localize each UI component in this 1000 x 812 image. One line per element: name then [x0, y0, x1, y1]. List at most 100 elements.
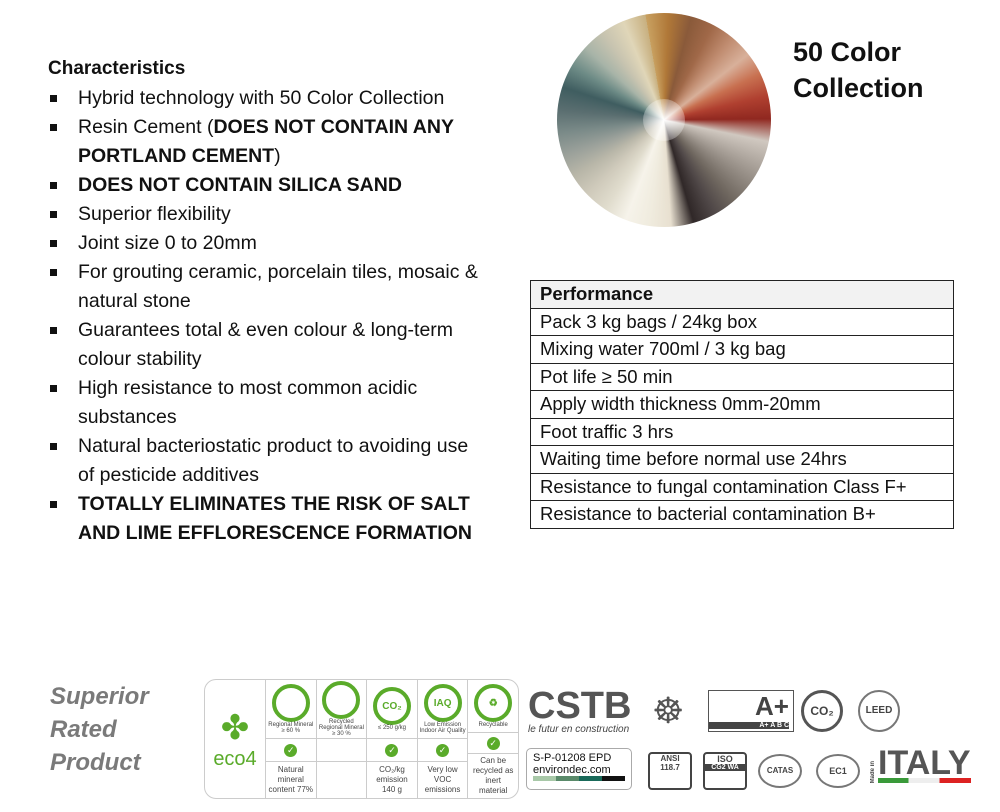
check-icon: ✓	[436, 743, 450, 757]
ship-wheel-icon: ☸	[652, 690, 685, 731]
performance-cell: Mixing water 700ml / 3 kg bag	[530, 335, 954, 364]
characteristic-text: Hybrid technology with 50 Color Collecti…	[78, 87, 445, 109]
performance-row: Waiting time before normal use 24hrs	[530, 445, 954, 474]
leed-logo: LEED	[858, 690, 900, 732]
ec1-logo: EC1	[816, 754, 860, 788]
performance-row: Pack 3 kg bags / 24kg box	[530, 307, 954, 336]
epd-logo: S-P-01208 EPD environdec.com	[526, 748, 632, 790]
check-cell: ✓	[417, 738, 468, 762]
eco4-description: CO₂/kg emission 140 g	[376, 765, 408, 794]
badge-caption: Regional Mineral ≥ 60 %	[268, 722, 314, 734]
eco4-badge: ♻ Recyclable	[468, 680, 518, 732]
check-icon: ✓	[284, 743, 298, 757]
performance-table: Performance Pack 3 kg bags / 24kg box Mix…	[530, 280, 954, 529]
characteristic-item: TOTALLY ELIMINATES THE RISK OF SALT AND …	[48, 490, 488, 548]
characteristic-text: For grouting ceramic, porcelain tiles, m…	[78, 261, 478, 312]
characteristic-text: Guarantees total & even colour & long-te…	[78, 319, 454, 370]
eco4-column: ♻ Recyclable ✓ Can be recycled as inert m…	[467, 680, 518, 798]
performance-row: Mixing water 700ml / 3 kg bag	[530, 335, 954, 364]
catas-logo: CATAS	[758, 754, 802, 788]
performance-cell: Waiting time before normal use 24hrs	[530, 445, 954, 474]
performance-cell: Foot traffic 3 hrs	[530, 417, 954, 446]
characteristic-item: For grouting ceramic, porcelain tiles, m…	[48, 258, 488, 316]
performance-heading: Performance	[530, 280, 954, 309]
a-plus-label: A+ A+ A B C	[708, 690, 794, 732]
characteristic-text: Superior flexibility	[78, 203, 231, 225]
characteristic-post: )	[274, 145, 281, 167]
epd-site: environdec.com	[533, 764, 611, 776]
collection-title-line2: Collection	[793, 73, 924, 103]
ansi-logo: ANSI 118.7	[648, 752, 692, 790]
characteristic-item: Guarantees total & even colour & long-te…	[48, 316, 488, 374]
characteristic-item: DOES NOT CONTAIN SILICA SAND	[48, 171, 488, 200]
iso-subtitle: CG2 WA	[705, 764, 745, 771]
iaq-icon: IAQ	[423, 684, 462, 722]
rated-line: Rated	[50, 716, 117, 743]
performance-header-row: Performance	[530, 280, 954, 309]
superior-line: Superior	[50, 683, 149, 710]
performance-row: Resistance to fungal contamination Class…	[530, 472, 954, 501]
eco4-description: Very low VOC emissions	[424, 765, 461, 794]
color-fan-image	[557, 13, 771, 227]
cstb-text: CSTB	[528, 685, 632, 727]
epd-code: S-P-01208 EPD	[533, 752, 612, 764]
badge-caption: Recyclable	[478, 722, 508, 729]
characteristic-bold: DOES NOT CONTAIN ANY PORTLAND CEMENT	[78, 116, 454, 167]
eco4-badge: CO₂ ≤ 250 g/kg	[367, 680, 417, 738]
eco4-logo: ✤ eco4	[205, 680, 265, 798]
made-in-text: Made in	[870, 760, 876, 783]
eco4-badge: Recycled Regional Mineral ≥ 30 %	[317, 680, 367, 738]
product-line: Product	[50, 749, 141, 776]
eco4-logo-text: eco4	[213, 747, 257, 770]
performance-cell: Resistance to bacterial contamination B+	[530, 500, 954, 529]
badge-caption: Recycled Regional Mineral ≥ 30 %	[318, 719, 364, 737]
check-cell: ✓	[266, 738, 316, 762]
badge-caption: ≤ 250 g/kg	[377, 725, 406, 731]
iso-text: ISO	[717, 754, 733, 764]
eco4-badge: Regional Mineral ≥ 60 %	[266, 680, 316, 738]
recycled-icon	[322, 681, 361, 719]
characteristic-item: Resin Cement (DOES NOT CONTAIN ANY PORTL…	[48, 113, 488, 171]
a-plus-scale: A+ A B C	[709, 722, 789, 729]
cstb-logo: CSTB le futur en construction	[528, 685, 632, 735]
leaf-icon: ✤	[220, 708, 250, 747]
performance-cell: Resistance to fungal contamination Class…	[530, 472, 954, 501]
collection-title: 50 Color Collection	[793, 34, 924, 106]
eco4-column: IAQ Low Emission Indoor Air Quality ✓ Ver…	[416, 680, 468, 798]
mineral-icon	[271, 684, 310, 722]
performance-row: Apply width thickness 0mm-20mm	[530, 390, 954, 419]
italy-flag-bar	[878, 778, 971, 783]
check-cell	[316, 738, 367, 762]
characteristics-heading: Characteristics	[48, 58, 186, 79]
characteristic-text: Natural bacteriostatic product to avoidi…	[78, 435, 469, 486]
characteristic-pre: Resin Cement (	[78, 116, 214, 138]
characteristics-list: Hybrid technology with 50 Color Collecti…	[48, 84, 488, 548]
characteristic-item: Natural bacteriostatic product to avoidi…	[48, 432, 488, 490]
badge-caption: Low Emission Indoor Air Quality	[419, 722, 466, 734]
eco4-certification-panel: ✤ eco4 Regional Mineral ≥ 60 % ✓ Natural…	[204, 679, 519, 799]
performance-row: Pot life ≥ 50 min	[530, 362, 954, 391]
check-cell: ✓	[367, 738, 417, 762]
made-in-italy-logo: Made in ITALY	[870, 744, 971, 783]
characteristic-bold: TOTALLY ELIMINATES THE RISK OF SALT AND …	[78, 493, 472, 544]
performance-cell: Pot life ≥ 50 min	[530, 362, 954, 391]
eco4-column: Regional Mineral ≥ 60 % ✓ Natural minera…	[265, 680, 316, 798]
performance-row: Resistance to bacterial contamination B+	[530, 500, 954, 529]
characteristic-text: Joint size 0 to 20mm	[78, 232, 257, 254]
cstb-subtitle: le futur en construction	[528, 724, 630, 735]
eco4-badge: IAQ Low Emission Indoor Air Quality	[418, 680, 468, 738]
characteristic-item: High resistance to most common acidic su…	[48, 374, 488, 432]
eco4-description	[317, 762, 367, 798]
characteristic-bold: DOES NOT CONTAIN SILICA SAND	[78, 174, 402, 196]
check-cell: ✓	[468, 732, 518, 754]
collection-title-line1: 50 Color	[793, 37, 902, 67]
performance-cell: Apply width thickness 0mm-20mm	[530, 390, 954, 419]
eco4-column: Recycled Regional Mineral ≥ 30 %	[315, 680, 367, 798]
eco4-column: CO₂ ≤ 250 g/kg ✓ CO₂/kg emission 140 g	[366, 680, 417, 798]
eco4-description: Can be recycled as inert material	[472, 756, 514, 795]
iso-logo: ISO CG2 WA	[703, 752, 747, 790]
carbon-footprint-logo: CO₂	[801, 690, 843, 732]
characteristics-section: Characteristics Hybrid technology with 5…	[48, 58, 488, 548]
italy-text: ITALY	[878, 744, 971, 782]
a-plus-text: A+	[755, 691, 789, 721]
